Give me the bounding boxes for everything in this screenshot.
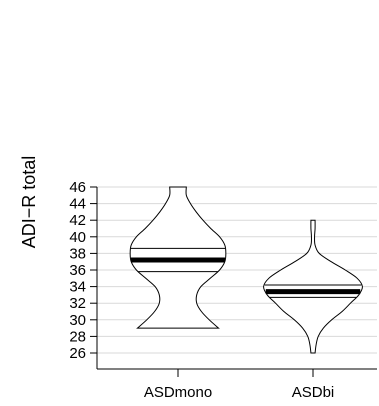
x-tick-label: ASDmono — [144, 384, 212, 401]
y-tick-label: 40 — [69, 229, 86, 246]
y-tick-label: 36 — [69, 262, 86, 279]
y-tick-label: 30 — [69, 312, 86, 329]
violin-outline — [263, 219, 363, 354]
x-tick-label: ASDbi — [292, 384, 335, 401]
y-tick-label: 34 — [69, 279, 86, 296]
y-tick-label: 46 — [69, 179, 86, 196]
y-tick-label: 44 — [69, 196, 86, 213]
y-tick-label: 42 — [69, 212, 86, 229]
y-axis-title: ADI−R total — [19, 156, 39, 249]
y-tick-label: 32 — [69, 295, 86, 312]
violins — [129, 186, 363, 354]
y-tick-label: 38 — [69, 245, 86, 262]
violin-asdbi — [263, 219, 363, 354]
violin-asdmono — [129, 186, 227, 329]
y-tick-label: 26 — [69, 345, 86, 362]
y-tick-label: 28 — [69, 328, 86, 345]
